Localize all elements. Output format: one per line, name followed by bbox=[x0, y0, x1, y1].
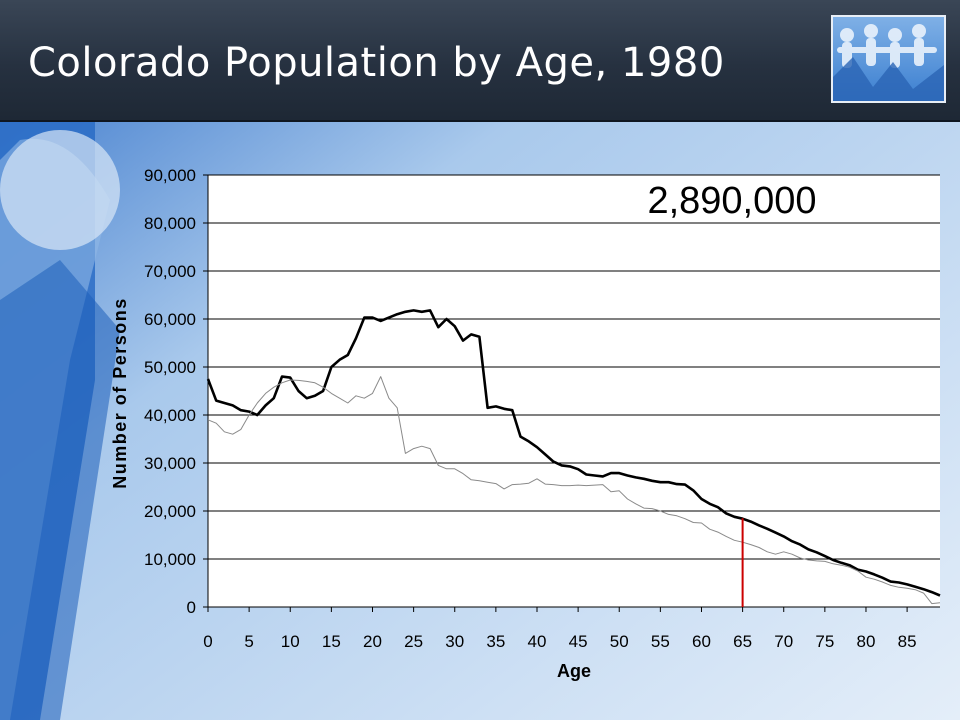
x-tick-label: 30 bbox=[445, 632, 464, 651]
x-tick-label: 45 bbox=[569, 632, 588, 651]
x-tick-label: 35 bbox=[486, 632, 505, 651]
y-tick-label: 40,000 bbox=[144, 406, 196, 425]
y-tick-label: 60,000 bbox=[144, 310, 196, 329]
gridlines bbox=[207, 174, 940, 608]
slide-header: Colorado Population by Age, 1980 bbox=[0, 0, 960, 122]
x-tick-label: 20 bbox=[363, 632, 382, 651]
y-tick-label: 50,000 bbox=[144, 358, 196, 377]
y-tick-label: 0 bbox=[187, 598, 196, 617]
x-axis-ticks: 0 5 10 15 20 25 30 35 40 45 50 55 60 65 70 75 80 85 bbox=[203, 607, 917, 651]
x-tick-label: 75 bbox=[815, 632, 834, 651]
x-tick-label: 80 bbox=[857, 632, 876, 651]
y-tick-label: 90,000 bbox=[144, 166, 196, 185]
x-tick-label: 70 bbox=[774, 632, 793, 651]
x-tick-label: 25 bbox=[404, 632, 423, 651]
people-chain-logo bbox=[831, 15, 946, 103]
x-tick-label: 5 bbox=[244, 632, 253, 651]
total-population-annotation: 2,890,000 bbox=[647, 180, 816, 222]
slide-title: Colorado Population by Age, 1980 bbox=[28, 40, 725, 86]
x-tick-label: 55 bbox=[651, 632, 670, 651]
x-tick-label: 0 bbox=[203, 632, 212, 651]
series-line-thin bbox=[207, 376, 941, 605]
x-tick-label: 50 bbox=[610, 632, 629, 651]
y-axis-ticks: 0 10,000 20,000 30,000 40,000 50,000 60,000 70,… bbox=[144, 166, 208, 617]
x-tick-label: 65 bbox=[733, 632, 752, 651]
y-axis-title: Number of Persons bbox=[110, 297, 130, 489]
x-tick-label: 15 bbox=[322, 632, 341, 651]
x-tick-label: 40 bbox=[528, 632, 547, 651]
y-tick-label: 70,000 bbox=[144, 262, 196, 281]
y-tick-label: 30,000 bbox=[144, 454, 196, 473]
y-tick-label: 80,000 bbox=[144, 214, 196, 233]
x-tick-label: 85 bbox=[898, 632, 917, 651]
series-lines bbox=[206, 309, 941, 605]
plot-area bbox=[208, 175, 940, 607]
x-tick-label: 60 bbox=[692, 632, 711, 651]
y-tick-label: 20,000 bbox=[144, 502, 196, 521]
x-tick-label: 10 bbox=[281, 632, 300, 651]
y-tick-label: 10,000 bbox=[144, 550, 196, 569]
series-line-thick bbox=[206, 309, 941, 597]
x-axis-title: Age bbox=[557, 661, 591, 681]
